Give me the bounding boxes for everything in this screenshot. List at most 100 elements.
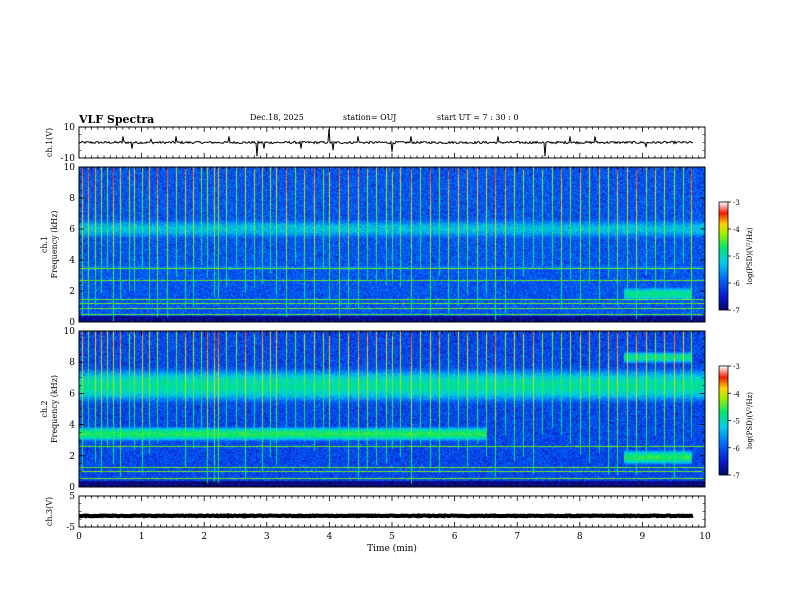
colorbar-cell bbox=[719, 459, 728, 461]
colorbar-cell bbox=[719, 444, 728, 446]
colorbar-cell bbox=[719, 298, 728, 300]
colorbar-cell bbox=[719, 228, 728, 230]
y-axis-label: ch.1 bbox=[40, 236, 49, 253]
colorbar-cell bbox=[719, 390, 728, 392]
y-tick-label: 0 bbox=[69, 483, 75, 493]
colorbar-cell bbox=[719, 207, 728, 209]
x-tick-label: 6 bbox=[452, 532, 458, 542]
colorbar-cell bbox=[719, 418, 728, 420]
colorbar-cell bbox=[719, 300, 728, 302]
colorbar-cell bbox=[719, 465, 728, 467]
colorbar-cell bbox=[719, 405, 728, 407]
y-tick-label: 4 bbox=[69, 256, 75, 266]
ch2-spectrogram-image bbox=[79, 331, 705, 487]
colorbar-cell bbox=[719, 254, 728, 256]
y-axis-label: ch.1(V) bbox=[45, 128, 54, 157]
colorbar-cell bbox=[719, 293, 728, 295]
y-tick-label: 2 bbox=[69, 452, 75, 462]
colorbar-cell bbox=[719, 209, 728, 211]
colorbar-cell bbox=[719, 411, 728, 413]
colorbar-cell bbox=[719, 303, 728, 305]
colorbar-cell bbox=[719, 421, 728, 423]
colorbar-cell bbox=[719, 237, 728, 239]
colorbar-cell bbox=[719, 376, 728, 378]
colorbar-cell bbox=[719, 467, 728, 469]
colorbar-cell bbox=[719, 286, 728, 288]
x-tick-label: 2 bbox=[201, 532, 207, 542]
colorbar-cell bbox=[719, 271, 728, 273]
colorbar-cell bbox=[719, 375, 728, 377]
x-axis-label: Time (min) bbox=[367, 543, 417, 554]
y-tick-label: 6 bbox=[69, 225, 75, 235]
colorbar-cell bbox=[719, 299, 728, 301]
colorbar-cell bbox=[719, 213, 728, 215]
y-tick-label: 10 bbox=[64, 163, 76, 173]
colorbar-cell bbox=[719, 382, 728, 384]
colorbar-cell bbox=[719, 371, 728, 373]
colorbar-cell bbox=[719, 472, 728, 474]
colorbar-cell bbox=[719, 307, 728, 309]
colorbar-cell bbox=[719, 440, 728, 442]
colorbar-cell bbox=[719, 438, 728, 440]
colorbar-cell bbox=[719, 414, 728, 416]
colorbar-cell bbox=[719, 233, 728, 235]
colorbar-cell bbox=[719, 304, 728, 306]
colorbar-cell bbox=[719, 378, 728, 380]
colorbar-cell bbox=[719, 473, 728, 475]
x-tick-label: 9 bbox=[640, 532, 646, 542]
x-tick-label: 10 bbox=[699, 532, 711, 542]
colorbar-cell bbox=[719, 221, 728, 223]
colorbar-cell bbox=[719, 250, 728, 252]
colorbar-cell bbox=[719, 292, 728, 294]
y-tick-label: 6 bbox=[69, 389, 75, 399]
colorbar-cell bbox=[719, 384, 728, 386]
colorbar-cell bbox=[719, 367, 728, 369]
colorbar-cell bbox=[719, 265, 728, 267]
colorbar-cell bbox=[719, 306, 728, 308]
colorbar-tick-label: -4 bbox=[733, 226, 740, 234]
colorbar-cell bbox=[719, 257, 728, 259]
x-tick-label: 0 bbox=[76, 532, 82, 542]
colorbar-cell bbox=[719, 215, 728, 217]
colorbar-cell bbox=[719, 276, 728, 278]
colorbar-cell bbox=[719, 392, 728, 394]
colorbar-cell bbox=[719, 274, 728, 276]
colorbar-cell bbox=[719, 269, 728, 271]
colorbar-cell bbox=[719, 406, 728, 408]
x-tick-label: 7 bbox=[514, 532, 520, 542]
colorbar-cell bbox=[719, 429, 728, 431]
colorbar-cell bbox=[719, 422, 728, 424]
colorbar-cell bbox=[719, 377, 728, 379]
colorbar-cell bbox=[719, 445, 728, 447]
colorbar-cell bbox=[719, 462, 728, 464]
colorbar-cell bbox=[719, 264, 728, 266]
y-axis-label: ch.3(V) bbox=[45, 497, 54, 526]
colorbar-cell bbox=[719, 471, 728, 473]
colorbar-cell bbox=[719, 404, 728, 406]
colorbar-cell bbox=[719, 224, 728, 226]
colorbar-cell bbox=[719, 229, 728, 231]
x-tick-label: 4 bbox=[327, 532, 333, 542]
y-tick-label: 2 bbox=[69, 287, 75, 297]
colorbar-cell bbox=[719, 296, 728, 298]
colorbar-cell bbox=[719, 234, 728, 236]
colorbar-cell bbox=[719, 412, 728, 414]
colorbar-tick-label: -4 bbox=[733, 390, 740, 398]
colorbar-cell bbox=[719, 263, 728, 265]
colorbar-cell bbox=[719, 251, 728, 253]
colorbar-cell bbox=[719, 394, 728, 396]
colorbar-cell bbox=[719, 464, 728, 466]
colorbar-cell bbox=[719, 448, 728, 450]
colorbar-cell bbox=[719, 285, 728, 287]
colorbar-cell bbox=[719, 409, 728, 411]
colorbar-cell bbox=[719, 218, 728, 220]
colorbar-cell bbox=[719, 433, 728, 435]
ch1-spectrogram-image bbox=[79, 167, 705, 322]
colorbar-cell bbox=[719, 425, 728, 427]
colorbar-cell bbox=[719, 297, 728, 299]
colorbar-cell bbox=[719, 370, 728, 372]
colorbar-cell bbox=[719, 460, 728, 462]
colorbar-cell bbox=[719, 242, 728, 244]
colorbar-cell bbox=[719, 252, 728, 254]
colorbar-cell bbox=[719, 396, 728, 398]
